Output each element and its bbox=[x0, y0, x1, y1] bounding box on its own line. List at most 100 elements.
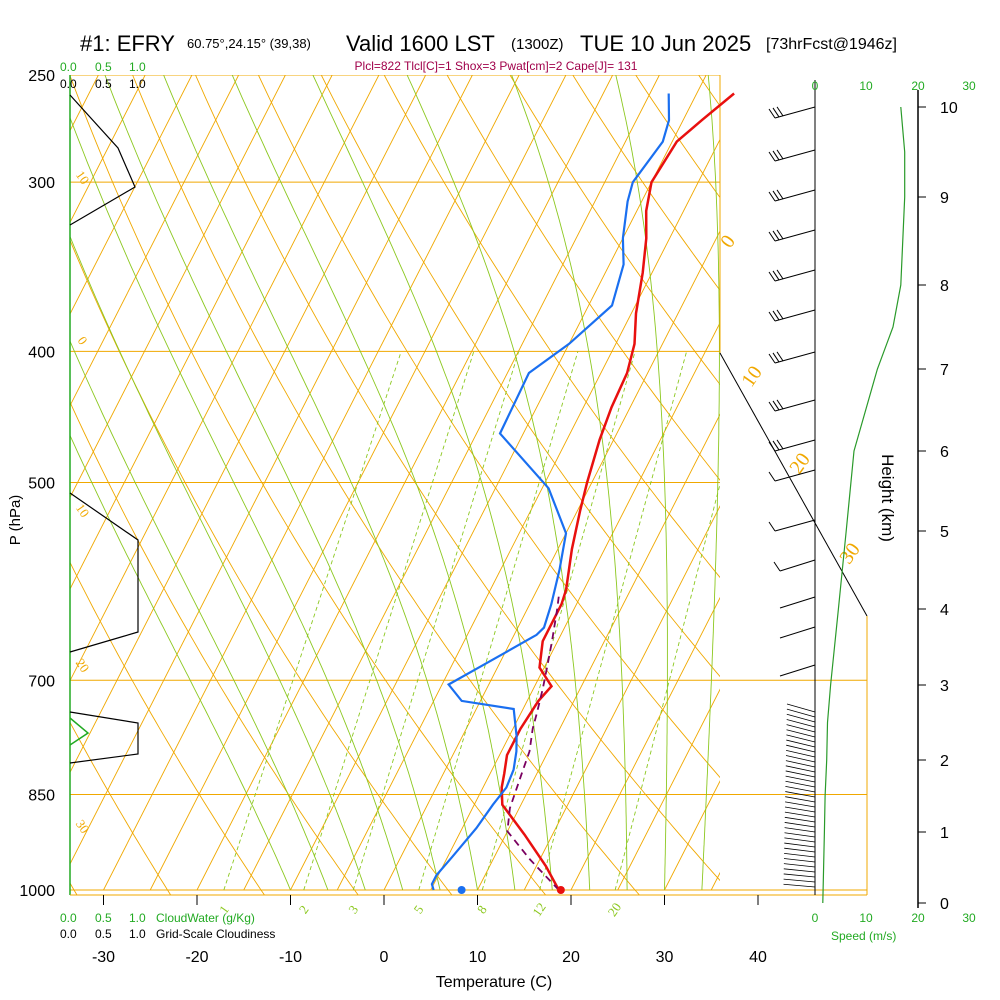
height-tick-label: 7 bbox=[940, 362, 949, 379]
isotherm-label: 10 bbox=[737, 362, 766, 391]
wind-barb bbox=[785, 791, 816, 798]
dry-adiabat-line bbox=[132, 75, 640, 895]
wind-barb bbox=[784, 811, 816, 818]
cloud-scale-top: 0.0 0.5 1.0 0.0 0.5 1.0 bbox=[60, 60, 146, 91]
wind-barb-flag bbox=[776, 269, 784, 280]
isotherm-line bbox=[103, 75, 520, 891]
x-axis: -30 -20 -10 0 10 20 30 40 bbox=[92, 895, 767, 966]
wind-barb bbox=[774, 269, 816, 282]
isotherm-line bbox=[70, 75, 380, 682]
isotherm-line bbox=[383, 230, 720, 891]
wind-barb-flag bbox=[776, 351, 784, 362]
wind-barb-flag bbox=[772, 310, 780, 321]
dry-adiabat-line bbox=[70, 561, 265, 895]
speed-tick-label-top: 10 bbox=[859, 79, 873, 93]
svg-text:0.5: 0.5 bbox=[95, 927, 112, 941]
wind-barb bbox=[783, 878, 816, 883]
moist-adiabat-line bbox=[701, 75, 720, 891]
isotherm-label: 30 bbox=[835, 539, 864, 568]
moist-adiabat-line bbox=[312, 75, 553, 891]
mixing-ratio-label: 2 bbox=[296, 902, 312, 916]
dry-adiabat-line bbox=[257, 75, 720, 779]
wind-barb bbox=[774, 351, 816, 364]
wind-barb bbox=[779, 664, 816, 677]
svg-text:1.0: 1.0 bbox=[129, 60, 146, 74]
wind-barb bbox=[786, 734, 816, 743]
isotherm-line bbox=[0, 75, 5, 890]
wind-barb bbox=[784, 816, 816, 823]
wind-barb bbox=[786, 719, 816, 728]
wind-barb-flag bbox=[776, 229, 784, 240]
wind-barb bbox=[783, 883, 816, 888]
isotherm-line bbox=[70, 75, 333, 591]
wind-barb bbox=[786, 724, 816, 733]
wind-barb bbox=[774, 229, 816, 242]
height-tick-label: 0 bbox=[940, 896, 949, 913]
mixing-ratio-line bbox=[223, 351, 402, 891]
svg-text:0.0: 0.0 bbox=[60, 60, 77, 74]
isotherm-line bbox=[196, 75, 614, 891]
wind-barb bbox=[786, 708, 816, 718]
height-tick-label: 2 bbox=[940, 753, 949, 770]
wind-barb-flag bbox=[768, 401, 776, 412]
wind-barb bbox=[774, 399, 816, 412]
isotherm-line bbox=[70, 75, 427, 774]
svg-text:1.0: 1.0 bbox=[129, 927, 146, 941]
isotherm-line bbox=[70, 75, 193, 316]
wind-barb bbox=[785, 801, 816, 808]
isotherm-line bbox=[290, 75, 707, 891]
isotherm-line bbox=[430, 321, 720, 891]
isobar-extensions bbox=[720, 679, 867, 891]
isotherm-line bbox=[945, 75, 1000, 890]
mixing-ratio-line bbox=[614, 482, 720, 891]
isotherm-line bbox=[710, 871, 720, 891]
moist-adiabat-line bbox=[70, 116, 404, 891]
plot-frame bbox=[69, 75, 919, 908]
height-tick-label: 10 bbox=[940, 100, 958, 117]
wind-barb-flag bbox=[776, 106, 784, 117]
mixing-ratio-line bbox=[539, 351, 688, 891]
x-tick-label: -20 bbox=[185, 949, 208, 966]
dry-adiabat-line bbox=[698, 75, 720, 107]
height-tick-label: 5 bbox=[940, 524, 949, 541]
isotherm-line bbox=[70, 75, 146, 224]
isotherm-line bbox=[70, 75, 473, 866]
moist-adiabat-line bbox=[739, 75, 786, 890]
x-tick-label: 40 bbox=[749, 949, 767, 966]
thermo-lines bbox=[0, 75, 1000, 895]
wind-barb bbox=[774, 309, 816, 322]
wind-barb-flag bbox=[773, 561, 781, 572]
height-axis-label: Height (km) bbox=[878, 454, 897, 542]
wind-barb-flag bbox=[772, 270, 780, 281]
wind-barb-flag bbox=[768, 471, 776, 482]
valid-time: Valid 1600 LST bbox=[346, 31, 495, 56]
wind-barb-flag bbox=[772, 230, 780, 241]
cloud-water-label: CloudWater (g/Kg) bbox=[156, 911, 255, 925]
mixing-ratio-line bbox=[481, 351, 636, 891]
wind-barb bbox=[784, 842, 816, 848]
wind-barb bbox=[783, 858, 816, 863]
mixing-ratio-label: 5 bbox=[410, 902, 426, 916]
svg-text:0.0: 0.0 bbox=[60, 911, 77, 925]
wind-barb bbox=[784, 822, 816, 828]
wind-barb-flag bbox=[768, 441, 776, 452]
wind-barb bbox=[785, 765, 816, 773]
speed-tick-label-top: 0 bbox=[812, 79, 819, 93]
mixing-ratio-line bbox=[303, 351, 475, 891]
dry-adiabat-line bbox=[572, 75, 720, 292]
sounding-parameters: Plcl=822 Tlcl[C]=1 Shox=3 Pwat[cm]=2 Cap… bbox=[355, 59, 638, 73]
mixing-ratio-label: 3 bbox=[345, 902, 361, 916]
isotherm-line bbox=[898, 75, 1000, 890]
wind-barb-flag bbox=[768, 271, 776, 282]
wind-barb-flag bbox=[776, 399, 784, 410]
height-tick-label: 8 bbox=[940, 278, 949, 295]
x-axis-label: Temperature (C) bbox=[436, 974, 552, 991]
height-tick-label: 6 bbox=[940, 444, 949, 461]
dry-adiabat-line bbox=[635, 75, 720, 199]
sounding-series bbox=[430, 92, 735, 894]
wind-barb bbox=[784, 832, 816, 838]
dry-adiabat-label: 20 bbox=[73, 656, 93, 675]
wind-barb bbox=[783, 873, 816, 878]
wind-barb-flag bbox=[768, 231, 776, 242]
pressure-tick-label: 250 bbox=[28, 68, 55, 85]
